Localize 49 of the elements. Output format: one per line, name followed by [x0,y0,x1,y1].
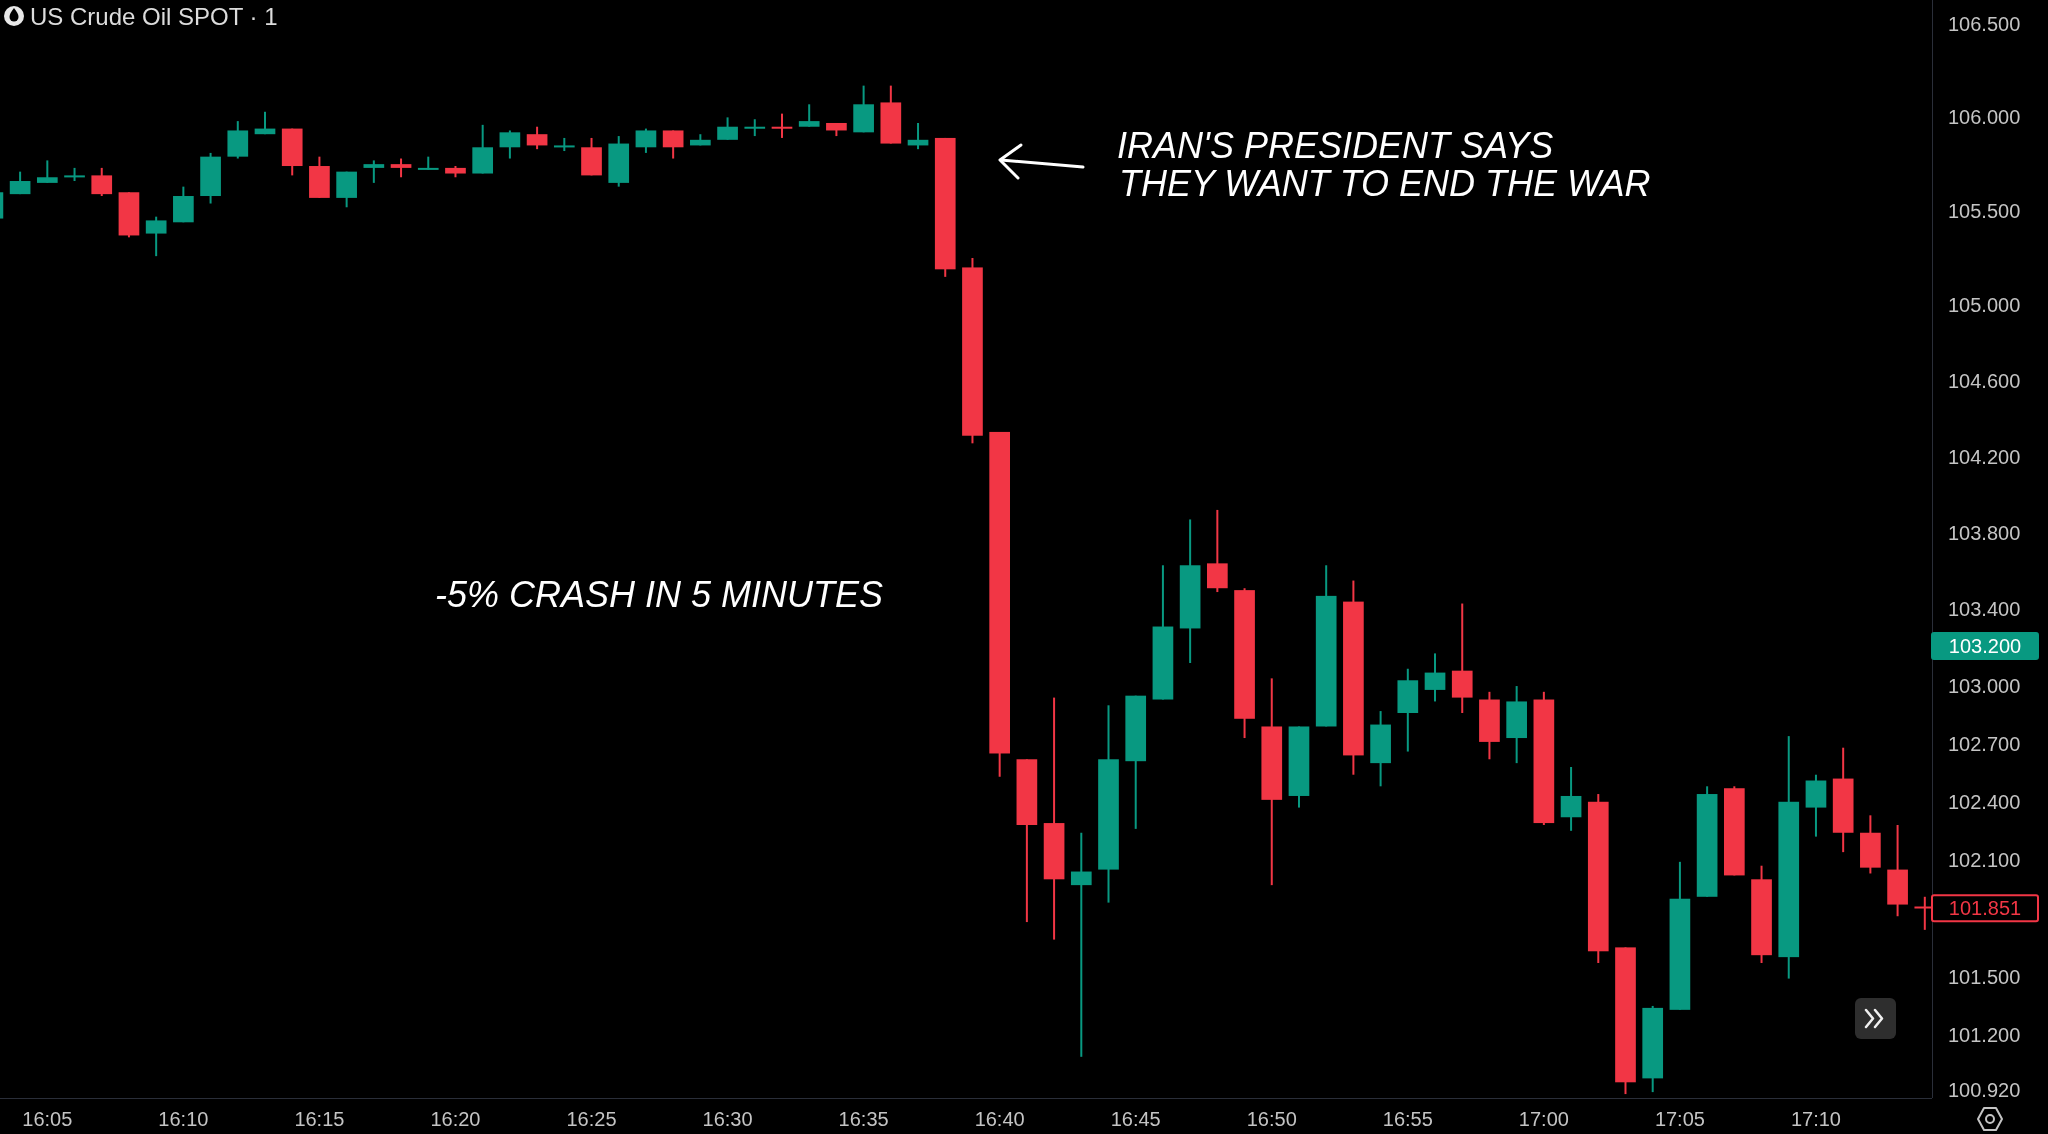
candlestick [363,159,385,184]
candlestick [499,129,521,160]
chart-title: US Crude Oil SPOT · 1 [30,2,278,30]
candlestick [145,215,167,258]
candlestick [1560,765,1582,832]
candlestick [526,125,548,151]
y-tick-label: 101.200 [1948,1024,2021,1047]
x-tick-label: 16:05 [22,1108,73,1130]
y-tick-label: 105.500 [1948,200,2021,223]
x-tick-label: 16:40 [974,1108,1025,1130]
x-tick-label: 16:35 [838,1108,889,1130]
y-tick-label: 103.800 [1948,521,2021,544]
x-tick-label: 16:10 [158,1108,209,1130]
x-tick-label: 17:10 [1790,1108,1841,1130]
y-tick-label: 106.500 [1948,13,2021,36]
y-tick-label: 104.200 [1948,445,2021,468]
candlestick [662,129,684,160]
y-tick-label: 103.400 [1948,598,2021,621]
y-tick-label: 106.000 [1948,106,2021,129]
y-tick-label: 103.000 [1948,675,2021,698]
y-tick-label: 100.920 [1948,1079,2021,1102]
candlestick [798,103,820,128]
x-tick-label: 16:55 [1382,1108,1433,1130]
text: 101.851 [1948,897,2022,920]
candlestick [1424,652,1446,703]
y-tick-label: 102.100 [1948,848,2021,871]
x-tick-label: 17:05 [1654,1108,1705,1130]
x-tick-label: 16:15 [294,1108,345,1130]
x-tick-label: 16:30 [702,1108,753,1130]
x-tick-label: 16:45 [1110,1108,1161,1130]
x-tick-label: 16:25 [566,1108,617,1130]
x-tick-label: 17:00 [1518,1108,1569,1130]
x-tick-label: 16:20 [430,1108,481,1130]
y-tick-label: 102.400 [1948,790,2021,813]
y-tick-label: 105.000 [1948,294,2021,317]
candlestick [717,116,738,141]
candlestick [771,112,793,139]
annotation: -5% CRASH IN 5 MINUTES [435,574,884,615]
y-tick-label: 102.700 [1948,732,2021,755]
candlestick [36,159,58,184]
candlestick [1070,831,1092,1058]
candlestick [91,166,113,198]
y-tick-label: 101.500 [1948,965,2021,988]
annotation: IRAN'S PRESIDENT SAYS THEY WANT TO END THE WAR [1117,125,1651,204]
y-tick-label: 104.600 [1948,369,2021,392]
text: 103.200 [1948,635,2022,657]
x-tick-label: 16:50 [1246,1108,1297,1130]
candlestick [390,157,412,179]
candlestick [635,127,657,154]
